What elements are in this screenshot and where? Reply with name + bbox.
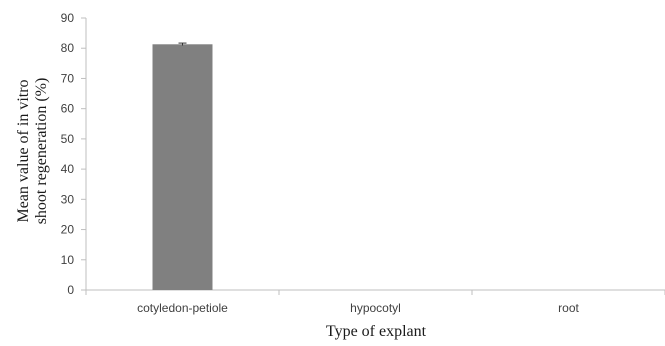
y-tick-label: 90 xyxy=(61,11,75,25)
x-tick-label: cotyledon-petiole xyxy=(137,301,228,315)
y-tick-label: 30 xyxy=(61,192,75,206)
y-axis-title: Mean value of in vitro shoot regeneratio… xyxy=(15,78,50,225)
y-axis-title-line-1: Mean value of in vitro xyxy=(15,79,32,222)
y-axis-title-line-2: shoot regeneration (%) xyxy=(33,78,50,225)
y-tick-label: 0 xyxy=(67,283,74,297)
bar-cotyledon-petiole xyxy=(152,44,213,290)
y-tick-label: 20 xyxy=(61,223,75,237)
plot-area: 0 10 20 30 40 50 60 70 80 90 cotyledon-petiole hypo… xyxy=(61,11,665,315)
y-tick-label: 50 xyxy=(61,132,75,146)
x-tick-label: hypocotyl xyxy=(350,301,401,315)
y-tick-label: 40 xyxy=(61,162,75,176)
x-tick-label: root xyxy=(558,301,579,315)
y-tick-label: 70 xyxy=(61,71,75,85)
y-tick-label: 80 xyxy=(61,41,75,55)
x-axis-title: Type of explant xyxy=(326,323,427,340)
y-tick-label: 10 xyxy=(61,253,75,267)
y-tick-label: 60 xyxy=(61,102,75,116)
